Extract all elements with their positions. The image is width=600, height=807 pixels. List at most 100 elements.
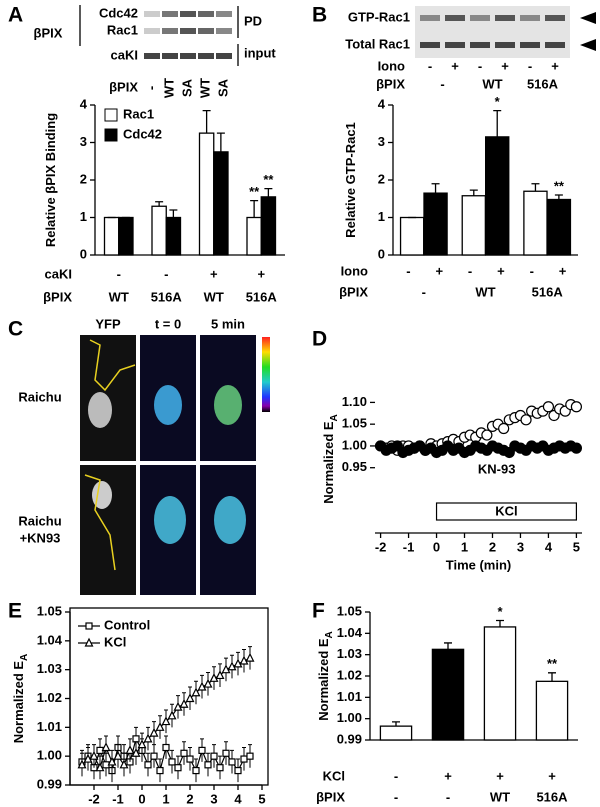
y-tick-label: 1.00 (337, 710, 362, 725)
y-axis-label: Relative βPIX Binding (43, 113, 58, 247)
y-axis-label-text: Normalized E (316, 638, 331, 721)
x-tick-label: 0 (138, 791, 145, 806)
lane-label: WT (197, 78, 212, 98)
bar (198, 132, 215, 256)
category-label: - (468, 263, 472, 278)
marker (239, 655, 249, 665)
marker (95, 762, 105, 772)
x-tick-label: 5 (258, 791, 265, 806)
blot-band (216, 53, 232, 59)
category-label: - (394, 768, 398, 783)
marker (233, 658, 243, 668)
marker (216, 764, 224, 772)
panel-letter: B (312, 4, 327, 27)
marker (570, 401, 583, 413)
category-label: 516A (532, 284, 564, 299)
marker (89, 750, 99, 760)
y-tick-label: 1.03 (37, 661, 62, 676)
x-tick-label: 5 (573, 539, 580, 554)
error-bar (431, 183, 440, 194)
row-label: Iono (341, 263, 368, 278)
y-tick-label: 1 (378, 209, 385, 224)
marker (186, 755, 194, 763)
bar (483, 626, 517, 741)
y-axis-label-subscript: A (324, 631, 335, 638)
y-tick-label: 1.04 (37, 632, 63, 647)
blot-band (144, 11, 160, 17)
marker (191, 687, 201, 697)
y-axis-label: Relative GTP-Rac1 (343, 122, 358, 238)
y-tick-label: 1.01 (337, 689, 362, 704)
blot-band (144, 53, 160, 59)
y-tick-label: 3 (80, 134, 87, 149)
marker (210, 752, 218, 760)
y-tick-label: 0.99 (337, 731, 362, 746)
bar (485, 136, 510, 256)
x-tick-label: -2 (375, 539, 387, 554)
error-bar (392, 721, 400, 727)
marker (167, 710, 177, 720)
y-tick-label: 4 (80, 96, 88, 111)
error-bar (155, 201, 164, 207)
roi (89, 339, 136, 392)
y-tick-label: 2 (378, 171, 385, 186)
significance: ** (249, 184, 260, 199)
legend-label: Cdc42 (123, 126, 162, 141)
bracket-label: PD (244, 13, 262, 28)
blot-band (162, 11, 178, 17)
blot-band (445, 15, 465, 21)
blot-band (180, 28, 196, 34)
marker (198, 746, 206, 755)
bar (399, 216, 425, 256)
significance: ** (554, 178, 565, 193)
x-tick-label: 4 (234, 791, 242, 806)
significance: * (495, 94, 501, 109)
x-tick-label: 4 (545, 539, 553, 554)
stimulus-bar (435, 502, 578, 521)
annotation: KCl (495, 503, 517, 518)
marker (542, 401, 555, 413)
marker (228, 758, 236, 766)
error-bar (531, 183, 540, 192)
marker (498, 422, 510, 435)
marker (240, 755, 248, 763)
marker (137, 739, 147, 749)
marker (132, 735, 140, 743)
cell (154, 385, 182, 425)
marker (180, 749, 188, 757)
bar (423, 192, 448, 256)
y-tick-label: 0 (80, 246, 87, 261)
category-label: + (559, 263, 567, 278)
y-tick-label: 1.05 (337, 603, 362, 618)
blot-band (495, 15, 515, 21)
bar (151, 205, 167, 256)
blot-band (445, 42, 465, 48)
lane-row-label: Iono (378, 58, 405, 73)
marker (185, 693, 195, 703)
error-bar (444, 642, 452, 650)
arrowhead (580, 12, 596, 24)
column-header: YFP (95, 316, 121, 331)
error-bar (264, 187, 273, 197)
marker (520, 414, 532, 426)
significance: * (497, 604, 503, 619)
panel-c: C YFP t = 0 5 min Raichu Raichu +KN93 (8, 316, 270, 595)
blot-band (545, 42, 565, 48)
blot-band (420, 42, 440, 48)
row-label: +KN93 (20, 530, 61, 545)
bar (546, 198, 572, 256)
y-tick-label: 4 (378, 96, 386, 111)
blot-band (470, 15, 490, 21)
y-tick-label: 1.05 (342, 416, 367, 431)
y-tick-label: 1.03 (337, 646, 362, 661)
category-label: - (406, 263, 410, 278)
row-label: Raichu (18, 513, 61, 528)
lane-label: - (143, 86, 158, 90)
y-tick-label: 1.01 (37, 719, 62, 734)
lane-label: 516A (527, 76, 559, 91)
category-label: 516A (151, 289, 183, 304)
bar (213, 151, 229, 256)
y-axis-label-text: Relative GTP-Rac1 (343, 122, 358, 238)
panel-letter: C (8, 318, 23, 341)
category-label: WT (490, 789, 510, 804)
